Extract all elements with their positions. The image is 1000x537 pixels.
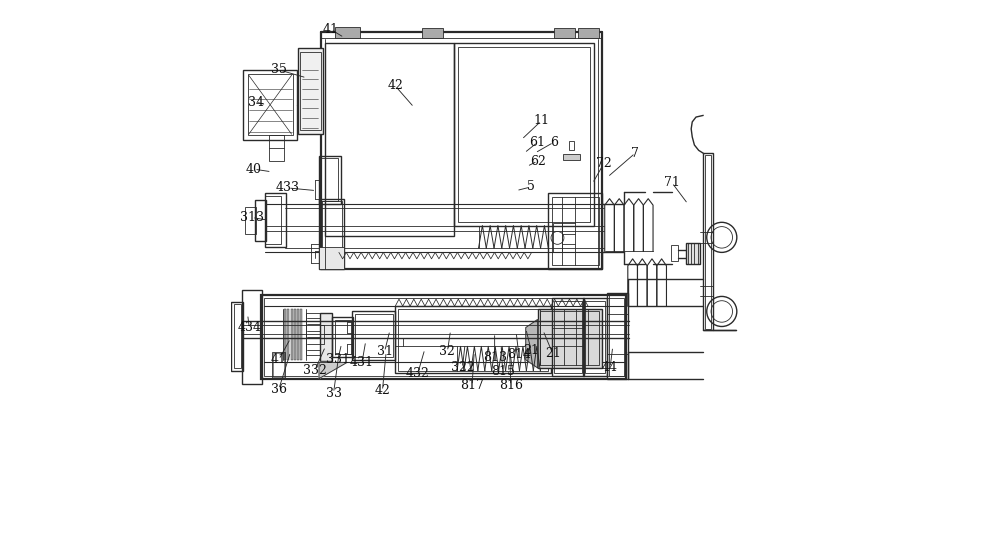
Bar — [320, 313, 332, 361]
Bar — [607, 293, 628, 379]
Bar — [398, 309, 548, 371]
Bar — [287, 309, 289, 360]
Text: 72: 72 — [596, 157, 612, 170]
Bar — [325, 43, 454, 236]
Bar — [319, 247, 344, 268]
Text: 42: 42 — [387, 79, 403, 92]
Bar — [548, 193, 602, 268]
Text: 817: 817 — [460, 379, 484, 392]
Bar — [243, 70, 297, 140]
Text: 32: 32 — [439, 345, 455, 358]
Bar — [319, 156, 341, 204]
Text: 11: 11 — [533, 114, 549, 127]
Bar — [306, 313, 321, 355]
Bar — [454, 43, 594, 226]
Bar — [585, 301, 605, 373]
Bar — [686, 243, 700, 264]
Bar — [248, 74, 293, 135]
Bar — [265, 196, 281, 244]
Bar — [671, 245, 678, 261]
Bar — [234, 304, 241, 368]
Text: 61: 61 — [530, 136, 546, 149]
Text: 431: 431 — [350, 356, 374, 369]
Text: 36: 36 — [271, 383, 287, 396]
Bar — [284, 309, 286, 360]
Text: 322: 322 — [451, 361, 474, 374]
Bar — [563, 154, 580, 160]
Bar — [335, 320, 351, 354]
Text: 33: 33 — [326, 387, 342, 400]
Bar — [703, 153, 713, 330]
Bar — [273, 353, 284, 377]
Bar — [245, 207, 256, 234]
Bar — [322, 201, 342, 266]
Bar — [321, 158, 338, 201]
Bar — [458, 47, 590, 222]
Bar — [422, 28, 443, 38]
Bar — [352, 311, 395, 360]
Polygon shape — [526, 320, 538, 368]
Bar — [231, 302, 243, 371]
Text: 41: 41 — [323, 23, 339, 36]
Bar — [583, 298, 607, 376]
Text: 331: 331 — [326, 353, 350, 366]
Bar — [569, 141, 574, 150]
Bar — [554, 28, 575, 38]
Bar — [294, 309, 296, 360]
Bar — [609, 295, 625, 376]
Text: 816: 816 — [499, 379, 523, 392]
Bar — [335, 27, 360, 38]
Text: 21: 21 — [545, 347, 561, 360]
Bar — [298, 48, 323, 134]
Text: 332: 332 — [303, 364, 327, 377]
Bar — [552, 298, 584, 376]
Bar — [552, 197, 599, 265]
Text: 313: 313 — [240, 211, 264, 224]
Bar — [291, 309, 293, 360]
Text: 41: 41 — [271, 353, 287, 366]
Text: 71: 71 — [664, 176, 680, 189]
Text: 433: 433 — [276, 182, 300, 194]
Text: 62: 62 — [530, 155, 546, 168]
Bar — [540, 311, 599, 365]
Text: 40: 40 — [246, 163, 262, 176]
Text: 31: 31 — [377, 345, 393, 358]
Bar — [300, 309, 302, 360]
Text: 6: 6 — [550, 136, 558, 149]
Text: 5: 5 — [527, 180, 535, 193]
Bar — [538, 309, 602, 368]
Bar — [355, 314, 393, 357]
Text: 42: 42 — [374, 384, 390, 397]
Text: 434: 434 — [237, 321, 261, 334]
Bar — [553, 223, 562, 252]
Bar — [297, 309, 299, 360]
Bar — [395, 306, 551, 373]
Text: 35: 35 — [271, 63, 287, 76]
Bar — [261, 295, 626, 379]
Text: 813: 813 — [483, 351, 507, 364]
Bar — [255, 200, 266, 241]
Bar — [332, 317, 353, 357]
Text: 34: 34 — [248, 96, 264, 108]
Bar — [705, 155, 711, 329]
Bar — [269, 135, 284, 161]
Bar — [554, 301, 582, 373]
Text: 432: 432 — [406, 367, 430, 380]
Bar — [578, 28, 599, 38]
Bar — [272, 352, 285, 379]
Text: 814: 814 — [507, 348, 531, 361]
Bar — [242, 290, 262, 384]
Text: 44: 44 — [602, 361, 618, 374]
Text: 7: 7 — [631, 147, 639, 159]
Polygon shape — [319, 362, 347, 379]
Bar — [264, 298, 624, 376]
Bar — [265, 193, 286, 247]
Text: 815: 815 — [491, 365, 515, 378]
Bar — [300, 52, 321, 130]
Text: 21: 21 — [523, 344, 539, 357]
Bar — [319, 199, 344, 268]
